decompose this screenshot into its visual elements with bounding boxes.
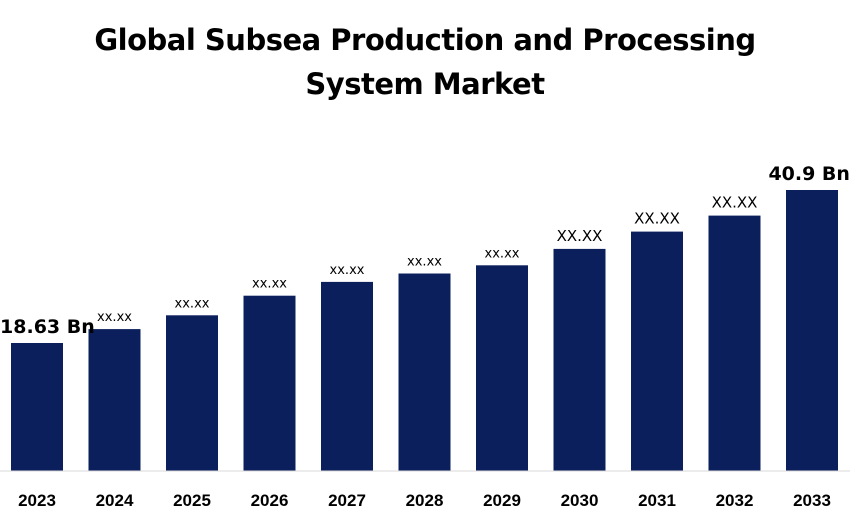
bar-2030 bbox=[553, 248, 606, 471]
bar-2028 bbox=[398, 273, 451, 471]
bar-2029 bbox=[476, 265, 528, 471]
x-tick-label-2026: 2026 bbox=[251, 491, 289, 510]
value-label-2023: 18.63 Bn bbox=[0, 316, 95, 338]
value-label-2025: xx.xx bbox=[175, 296, 210, 311]
x-tick-label-2023: 2023 bbox=[18, 491, 56, 510]
x-tick-label-2030: 2030 bbox=[561, 491, 599, 510]
value-label-2032: XX.XX bbox=[712, 194, 758, 212]
bar-2026 bbox=[243, 295, 296, 471]
x-tick-labels-group: 2023 2024 2025 2026 2027 2028 2029 2030 2031 2032… bbox=[18, 491, 831, 510]
value-labels-group: 18.63 Bn xx.xxxx.xxxx.xxxx.xxxx.xxxx.xxXX… bbox=[0, 163, 850, 338]
bar-2023 bbox=[11, 343, 63, 471]
value-label-2028: xx.xx bbox=[407, 255, 442, 270]
x-tick-label-2033: 2033 bbox=[793, 491, 831, 510]
value-label-2033: 40.9 Bn bbox=[768, 163, 850, 185]
bar-2032 bbox=[708, 215, 761, 471]
bar-2027 bbox=[321, 281, 373, 471]
bar-2024 bbox=[88, 329, 141, 471]
bar-2025 bbox=[166, 315, 218, 471]
value-label-2029: xx.xx bbox=[485, 246, 520, 261]
x-tick-label-2027: 2027 bbox=[328, 491, 366, 510]
value-label-2030: XX.XX bbox=[557, 227, 603, 245]
value-label-2027: xx.xx bbox=[330, 263, 365, 278]
x-tick-label-2025: 2025 bbox=[173, 491, 211, 510]
x-tick-label-2024: 2024 bbox=[96, 491, 134, 510]
bars-group bbox=[11, 190, 838, 471]
bar-2033 bbox=[786, 190, 838, 471]
chart-title-line-1: Global Subsea Production and Processing bbox=[94, 23, 756, 57]
chart-title: Global Subsea Production and Processing … bbox=[0, 18, 850, 106]
value-label-2024: xx.xx bbox=[97, 310, 132, 325]
x-tick-label-2028: 2028 bbox=[406, 491, 444, 510]
x-tick-label-2029: 2029 bbox=[483, 491, 521, 510]
chart-title-line-2: System Market bbox=[305, 67, 545, 101]
x-tick-label-2032: 2032 bbox=[716, 491, 754, 510]
bar-2031 bbox=[631, 231, 683, 471]
value-label-2026: xx.xx bbox=[252, 277, 287, 292]
x-tick-label-2031: 2031 bbox=[638, 491, 676, 510]
value-label-2031: XX.XX bbox=[634, 210, 680, 228]
